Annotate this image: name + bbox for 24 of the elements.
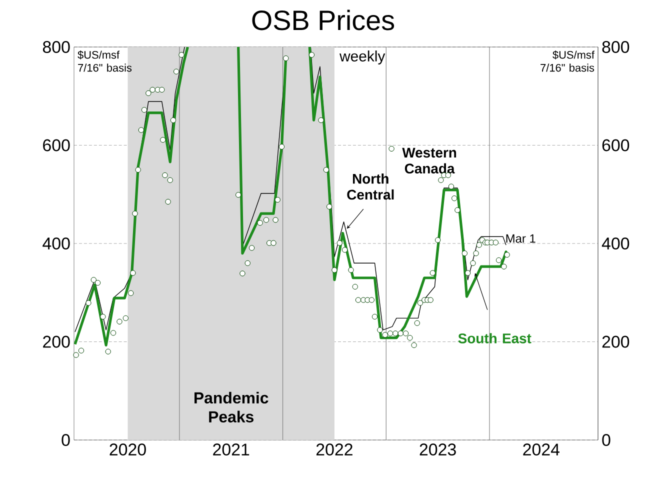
legend-label: Western Canada <box>402 148 456 174</box>
series-label: North Central <box>347 173 394 200</box>
text: South East <box>458 333 532 344</box>
x-tick-label: 2022 <box>316 444 352 456</box>
x-tick-label: 2023 <box>420 444 456 456</box>
y2-tick-label: 600 <box>602 139 630 152</box>
x-tick-label: 2020 <box>110 444 146 456</box>
y-axis-title: $US/msf 7/16" basis <box>78 50 132 72</box>
annotation: Mar 1 <box>506 234 536 243</box>
annotation: weekly <box>340 50 386 64</box>
x-tick-label: 2024 <box>523 444 560 456</box>
y-tick-label: 600 <box>43 139 70 152</box>
y-tick-label: 200 <box>43 336 70 348</box>
y2-axis-title: $US/msf 7/16" basis <box>540 50 594 72</box>
y-tick-label: 800 <box>42 41 70 53</box>
x-tick-label: 2021 <box>213 444 250 456</box>
y-tick-label: 400 <box>42 238 70 250</box>
band-label: Pandemic Peaks <box>194 392 268 422</box>
chart-title: OSB Prices <box>252 10 394 30</box>
y2-tick-label: 400 <box>602 238 630 250</box>
y2-tick-label: 800 <box>602 41 630 53</box>
y-tick-label: 0 <box>62 434 70 446</box>
y2-tick-label: 200 <box>602 336 630 348</box>
y2-tick-label: 0 <box>602 434 610 446</box>
